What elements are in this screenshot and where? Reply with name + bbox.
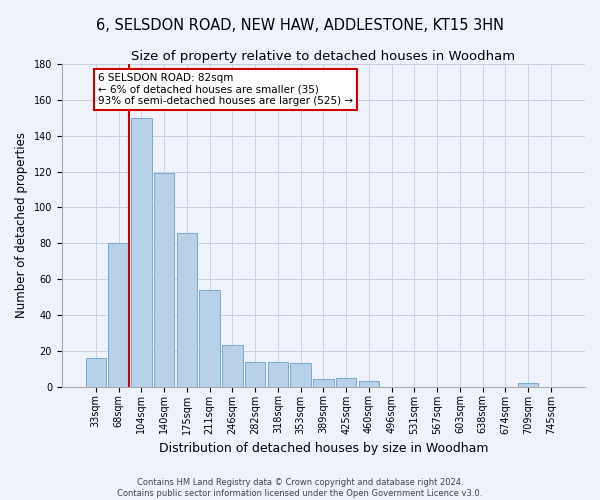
Bar	[313, 380, 334, 386]
Bar	[176, 232, 197, 386]
Text: 6 SELSDON ROAD: 82sqm
← 6% of detached houses are smaller (35)
93% of semi-detac: 6 SELSDON ROAD: 82sqm ← 6% of detached h…	[98, 73, 353, 106]
Bar	[359, 382, 379, 386]
Bar	[154, 174, 175, 386]
Bar	[268, 362, 288, 386]
Bar	[290, 364, 311, 386]
Text: Contains HM Land Registry data © Crown copyright and database right 2024.
Contai: Contains HM Land Registry data © Crown c…	[118, 478, 482, 498]
Y-axis label: Number of detached properties: Number of detached properties	[15, 132, 28, 318]
Bar	[109, 244, 129, 386]
Bar	[336, 378, 356, 386]
Bar	[199, 290, 220, 386]
Bar	[222, 346, 242, 387]
X-axis label: Distribution of detached houses by size in Woodham: Distribution of detached houses by size …	[158, 442, 488, 455]
Title: Size of property relative to detached houses in Woodham: Size of property relative to detached ho…	[131, 50, 515, 63]
Bar	[86, 358, 106, 386]
Bar	[518, 383, 538, 386]
Text: 6, SELSDON ROAD, NEW HAW, ADDLESTONE, KT15 3HN: 6, SELSDON ROAD, NEW HAW, ADDLESTONE, KT…	[96, 18, 504, 32]
Bar	[245, 362, 265, 386]
Bar	[131, 118, 152, 386]
